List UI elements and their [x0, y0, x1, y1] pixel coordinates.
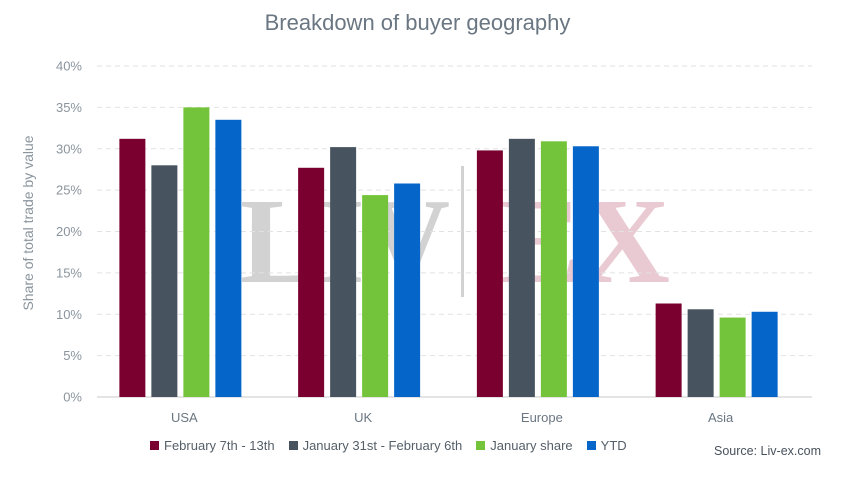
y-tick-label: 30% [56, 141, 82, 156]
legend-label: February 7th - 13th [164, 438, 275, 453]
legend: February 7th - 13th January 31st - Februa… [150, 438, 641, 453]
chart-title: Breakdown of buyer geography [264, 10, 571, 35]
legend-item: January share [476, 438, 573, 453]
legend-label: January 31st - February 6th [302, 438, 463, 453]
legend-swatch [150, 441, 159, 450]
legend-swatch [476, 441, 486, 450]
y-tick-label: 0% [63, 390, 82, 405]
y-tick-label: 25% [56, 183, 82, 198]
bar-europe-series-4 [572, 146, 599, 397]
legend-swatch [288, 441, 298, 450]
y-tick-label: 10% [56, 307, 82, 322]
y-tick-label: 5% [63, 348, 82, 363]
x-tick-label: USA [171, 410, 198, 425]
x-axis-ticks: USA UK Europe Asia [171, 410, 734, 425]
x-tick-label: UK [354, 410, 372, 425]
bar-uk-series-1 [298, 167, 325, 397]
legend-swatch [586, 441, 596, 450]
y-axis-ticks: 0% 5% 10% 15% 20% 25% 30% 35% 40% [56, 59, 82, 405]
bar-usa-series-3 [183, 107, 210, 397]
bar-usa-series-1 [119, 138, 146, 397]
source-note: Source: Liv-ex.com [714, 444, 821, 458]
y-tick-label: 35% [56, 100, 82, 115]
bar-uk-series-3 [362, 195, 389, 397]
bar-europe-series-2 [508, 138, 535, 397]
legend-label: YTD [600, 438, 627, 453]
bars [119, 107, 778, 397]
bar-asia-series-4 [751, 311, 778, 397]
bar-europe-series-1 [476, 150, 503, 397]
x-tick-label: Asia [708, 410, 734, 425]
bar-uk-series-2 [330, 147, 357, 397]
bar-asia-series-1 [655, 303, 682, 397]
y-tick-label: 40% [56, 59, 82, 74]
bar-asia-series-3 [719, 317, 746, 397]
bar-europe-series-3 [540, 141, 567, 397]
legend-item: February 7th - 13th [150, 438, 275, 453]
bar-uk-series-4 [394, 183, 421, 397]
legend-label: January share [490, 438, 573, 453]
bar-usa-series-2 [151, 165, 178, 397]
bar-asia-series-2 [687, 309, 714, 397]
y-tick-label: 15% [56, 265, 82, 280]
y-axis-label: Share of total trade by value [20, 135, 36, 310]
legend-item: January 31st - February 6th [288, 438, 463, 453]
bar-usa-series-4 [215, 119, 242, 397]
x-tick-label: Europe [521, 410, 563, 425]
watermark-divider [461, 166, 464, 297]
legend-item: YTD [586, 438, 627, 453]
y-tick-label: 20% [56, 224, 82, 239]
